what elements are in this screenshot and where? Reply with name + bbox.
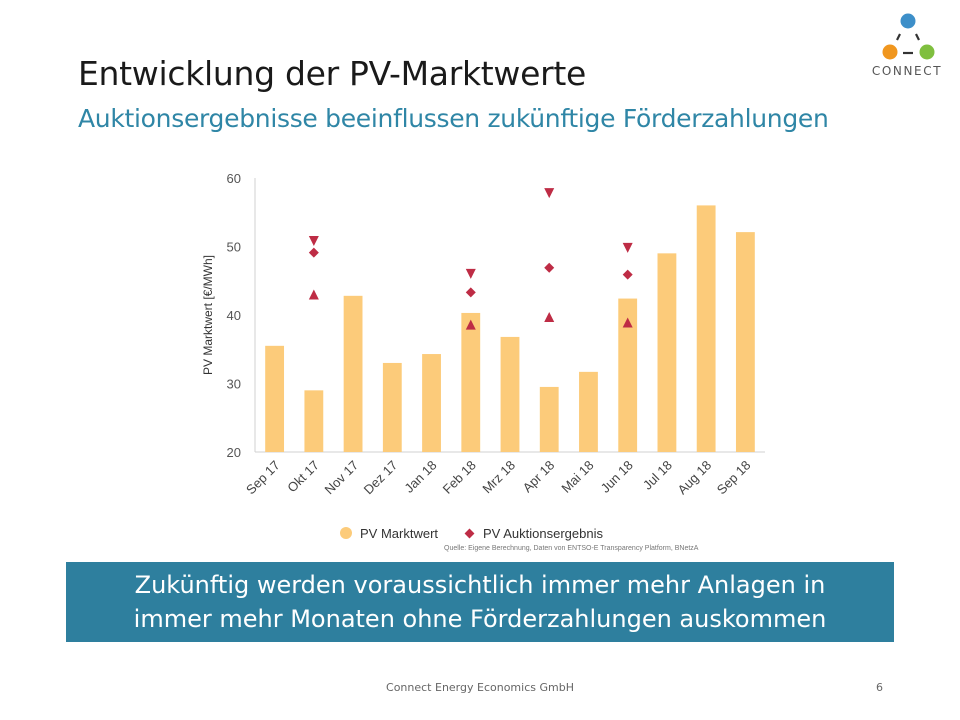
chart-legend: PV Marktwert PV Auktionsergebnis [340, 524, 603, 542]
marker-auction-max [622, 242, 633, 253]
bar-pv-marktwert [343, 295, 363, 452]
x-tick-label: Mai 18 [558, 458, 596, 496]
marker-auction-avg [622, 269, 633, 280]
marker-auction-min [544, 312, 555, 323]
x-tick-label: Apr 18 [520, 458, 558, 496]
chart-source-note: Quelle: Eigene Berechnung, Daten von ENT… [444, 545, 699, 552]
footer-company: Connect Energy Economics GmbH [386, 681, 574, 694]
bar-pv-marktwert [304, 390, 324, 452]
logo-top-circle [900, 13, 916, 29]
logo-wordmark: CONNECT [871, 64, 943, 78]
connect-logo: CONNECT [862, 8, 952, 82]
marker-auction-avg [465, 287, 476, 298]
y-tick-label: 50 [227, 240, 241, 255]
bar-pv-marktwert [539, 386, 559, 452]
bar-pv-marktwert [618, 298, 638, 452]
marker-auction-min [308, 289, 319, 300]
banner-line-2: immer mehr Monaten ohne Förderzahlungen … [133, 605, 827, 633]
y-axis-label: PV Marktwert [€/MWh] [201, 255, 215, 375]
x-tick-label: Sep 18 [714, 458, 754, 498]
marker-auction-max [308, 236, 319, 247]
logo-link-right [915, 33, 920, 41]
logo-right-circle [919, 44, 935, 60]
x-tick-label: Okt 17 [284, 458, 322, 496]
bar-pv-marktwert [500, 336, 520, 452]
x-tick-label: Sep 17 [243, 458, 283, 498]
y-tick-label: 60 [227, 171, 241, 186]
legend-bar-swatch [340, 527, 352, 539]
pv-market-value-chart: 20 30 40 50 60 PV Marktwert [€/MWh] Sep 17 Okt … [201, 171, 765, 498]
logo-left-circle [882, 44, 898, 60]
x-tick-label: Mrz 18 [479, 458, 518, 497]
y-tick-label: 30 [227, 377, 241, 392]
bar-pv-marktwert [735, 232, 755, 452]
x-tick-label: Aug 18 [675, 458, 715, 498]
x-tick-label: Dez 17 [361, 458, 401, 498]
bar-pv-marktwert [265, 345, 285, 452]
bar-pv-marktwert [382, 362, 402, 452]
marker-auction-min [465, 319, 476, 330]
legend-marker-label: PV Auktionsergebnis [483, 525, 603, 541]
slide-title: Entwicklung der PV-Marktwerte [78, 54, 587, 93]
x-tick-label: Jan 18 [401, 458, 439, 496]
marker-auction-max [465, 268, 476, 279]
x-tick-label: Feb 18 [440, 458, 479, 497]
y-tick-label: 40 [227, 308, 241, 323]
x-tick-label: Jun 18 [598, 458, 636, 496]
bar-pv-marktwert [657, 253, 677, 452]
legend-marker-swatch [464, 528, 475, 538]
bar-pv-marktwert [422, 354, 441, 452]
banner-line-1: Zukünftig werden voraussichtlich immer m… [134, 571, 826, 599]
connect-logo-mark [882, 13, 935, 60]
marker-auction-avg [544, 262, 555, 273]
legend-bar-label: PV Marktwert [360, 525, 439, 541]
bar-pv-marktwert [696, 205, 716, 452]
x-tick-label: Jul 18 [640, 458, 675, 493]
x-tick-label: Nov 17 [321, 458, 361, 498]
marker-auction-avg [308, 247, 319, 258]
bar-pv-marktwert [461, 312, 481, 452]
y-tick-label: 20 [227, 445, 241, 460]
slide-subtitle: Auktionsergebnisse beeinflussen zukünfti… [78, 104, 829, 133]
bar-pv-marktwert [579, 371, 598, 452]
logo-link-left [896, 33, 901, 41]
marker-auction-max [544, 188, 555, 199]
marker-auction-min [622, 317, 633, 328]
page-number: 6 [876, 681, 883, 694]
key-message-banner: Zukünftig werden voraussichtlich immer m… [66, 562, 894, 642]
